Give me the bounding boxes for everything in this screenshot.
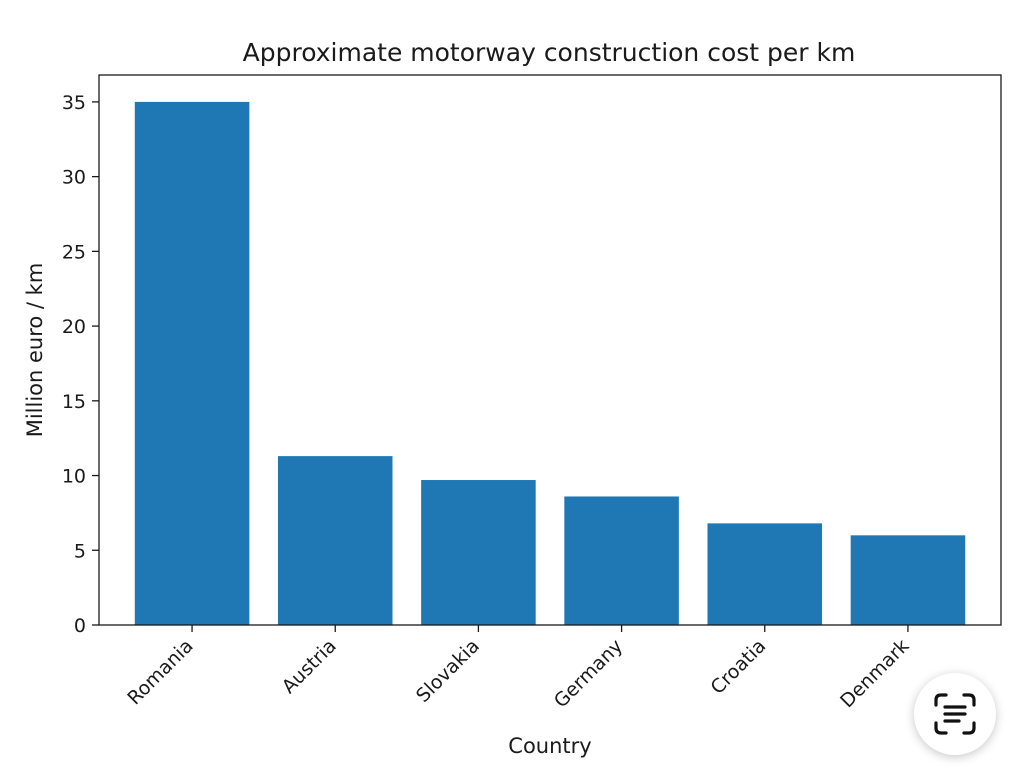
text-scan-icon [934,693,976,735]
y-axis-title: Million euro / km [23,263,47,438]
bars-layer [134,101,966,625]
x-tick-label-denmark: Denmark [836,635,913,712]
x-tick-label-slovakia: Slovakia [412,635,484,707]
plot-frame [98,74,1002,626]
x-tick-label-croatia: Croatia [706,635,770,699]
y-tick-label-0: 0 [74,615,86,637]
x-tick-label-germany: Germany [550,635,627,712]
x-tick-label-romania: Romania [123,635,197,709]
y-tick-label-35: 35 [62,92,86,114]
bar-croatia [707,523,823,625]
text-scan-button[interactable] [914,673,996,755]
y-tick-label-10: 10 [62,466,86,488]
bar-denmark [850,535,966,625]
bar-germany [564,496,679,625]
bar-austria [277,456,393,625]
y-tick-label-25: 25 [62,241,86,263]
y-tick-label-30: 30 [62,167,86,189]
bar-romania [134,101,250,625]
y-tick-label-20: 20 [62,316,86,338]
x-axis-title: Country [508,734,591,758]
y-tick-label-5: 5 [74,540,86,562]
chart-title: Approximate motorway construction cost p… [243,38,856,67]
x-tick-label-austria: Austria [278,635,341,698]
bar-slovakia [421,480,536,625]
y-tick-label-15: 15 [62,391,86,413]
